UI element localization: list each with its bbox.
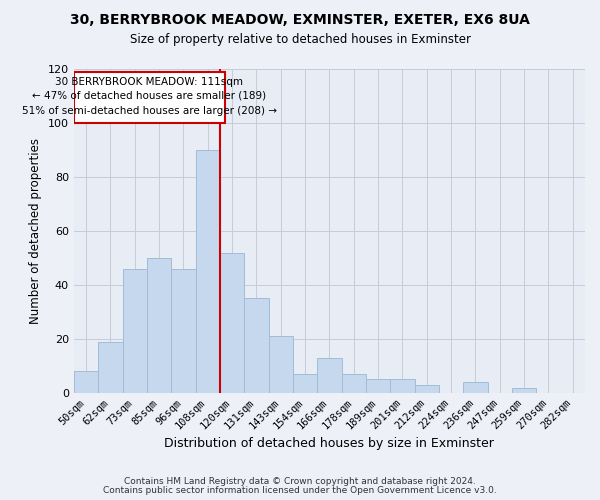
Bar	[269, 336, 293, 393]
Bar	[74, 372, 98, 393]
Text: 30, BERRYBROOK MEADOW, EXMINSTER, EXETER, EX6 8UA: 30, BERRYBROOK MEADOW, EXMINSTER, EXETER…	[70, 12, 530, 26]
Bar	[147, 258, 171, 393]
Bar	[341, 374, 366, 393]
Bar	[463, 382, 488, 393]
Y-axis label: Number of detached properties: Number of detached properties	[29, 138, 43, 324]
Bar	[244, 298, 269, 393]
Bar	[98, 342, 122, 393]
Bar	[415, 385, 439, 393]
Bar	[122, 269, 147, 393]
Bar	[512, 388, 536, 393]
Text: Contains HM Land Registry data © Crown copyright and database right 2024.: Contains HM Land Registry data © Crown c…	[124, 477, 476, 486]
Text: 51% of semi-detached houses are larger (208) →: 51% of semi-detached houses are larger (…	[22, 106, 277, 116]
Bar	[196, 150, 220, 393]
Bar	[366, 380, 390, 393]
Bar	[317, 358, 341, 393]
Text: Size of property relative to detached houses in Exminster: Size of property relative to detached ho…	[130, 32, 470, 46]
X-axis label: Distribution of detached houses by size in Exminster: Distribution of detached houses by size …	[164, 437, 494, 450]
Text: Contains public sector information licensed under the Open Government Licence v3: Contains public sector information licen…	[103, 486, 497, 495]
FancyBboxPatch shape	[74, 72, 225, 123]
Text: ← 47% of detached houses are smaller (189): ← 47% of detached houses are smaller (18…	[32, 91, 266, 101]
Bar	[293, 374, 317, 393]
Bar	[220, 252, 244, 393]
Text: 30 BERRYBROOK MEADOW: 111sqm: 30 BERRYBROOK MEADOW: 111sqm	[55, 78, 244, 88]
Bar	[171, 269, 196, 393]
Bar	[390, 380, 415, 393]
